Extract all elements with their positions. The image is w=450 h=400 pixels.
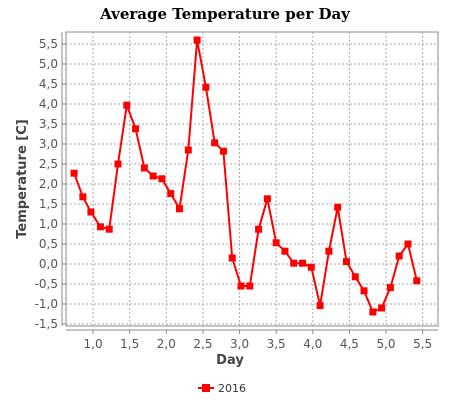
axes — [61, 32, 438, 331]
data-point-marker — [334, 203, 342, 211]
data-point-marker — [176, 205, 184, 213]
data-point-marker — [70, 169, 78, 177]
data-point-marker — [132, 125, 140, 133]
data-point-marker — [149, 172, 157, 180]
data-point-marker — [281, 247, 289, 255]
data-point-marker — [404, 240, 412, 248]
data-point-marker — [272, 239, 280, 247]
x-tick-label: 4,5 — [340, 337, 359, 351]
data-point-marker — [237, 282, 245, 290]
y-tick-label: 4,5 — [39, 77, 58, 91]
data-point-marker — [96, 223, 104, 231]
data-point-marker — [228, 254, 236, 262]
y-tick-label: 4,0 — [39, 97, 58, 111]
x-axis-label: Day — [216, 353, 244, 368]
data-point-marker — [369, 308, 377, 316]
data-point-marker — [255, 225, 263, 233]
y-tick-label: 5,0 — [39, 57, 58, 71]
data-point-marker — [184, 146, 192, 154]
data-point-marker — [386, 284, 394, 292]
data-point-marker — [114, 160, 122, 168]
plot-area — [65, 31, 439, 327]
data-point-marker — [316, 302, 324, 310]
y-tick-label: 5,5 — [39, 37, 58, 51]
data-point-marker — [378, 304, 386, 312]
data-point-marker — [351, 273, 359, 281]
data-point-marker — [193, 36, 201, 44]
x-tick-label: 3,0 — [230, 337, 249, 351]
y-tick-label: 0,0 — [39, 257, 58, 271]
legend[interactable]: 2016 — [198, 382, 246, 395]
y-tick-label: -0,5 — [35, 277, 58, 291]
data-point-marker — [307, 263, 315, 271]
y-axis-label: Temperature [C] — [15, 119, 30, 238]
series-line — [73, 39, 418, 313]
data-point-marker — [299, 259, 307, 267]
legend-label: 2016 — [218, 382, 246, 395]
grid-lines — [66, 32, 438, 326]
y-tick-label: 0,5 — [39, 237, 58, 251]
data-point-marker — [342, 258, 350, 266]
data-point-marker — [395, 252, 403, 260]
legend-marker — [202, 384, 210, 392]
x-tick-label: 4,0 — [303, 337, 322, 351]
x-tick-label: 3,5 — [267, 337, 286, 351]
data-point-marker — [211, 139, 219, 147]
x-tick-label: 1,5 — [120, 337, 139, 351]
y-tick-label: 1,5 — [39, 197, 58, 211]
chart-title: Average Temperature per Day — [99, 5, 351, 23]
data-point-marker — [246, 282, 254, 290]
y-tick-label: 1,0 — [39, 217, 58, 231]
data-point-marker — [290, 259, 298, 267]
x-tick-label: 2,5 — [193, 337, 212, 351]
data-point-marker — [263, 195, 271, 203]
y-tick-label: 3,0 — [39, 137, 58, 151]
data-point-marker — [87, 208, 95, 216]
data-point-marker — [105, 225, 113, 233]
y-tick-label: 2,0 — [39, 177, 58, 191]
data-point-marker — [123, 101, 131, 109]
data-point-marker — [202, 83, 210, 91]
y-tick-label: 3,5 — [39, 117, 58, 131]
x-tick-label: 2,0 — [157, 337, 176, 351]
series-2016 — [70, 36, 421, 316]
y-axis-ticks: 5,5 5,0 4,5 4,0 3,5 3,0 2,5 2,0 1,5 1,0 0,5 0,0 -0,5… — [35, 37, 66, 331]
y-tick-label: -1,5 — [35, 317, 58, 331]
y-tick-label: -1,0 — [35, 297, 58, 311]
data-point-marker — [158, 175, 166, 183]
x-tick-label: 5,5 — [413, 337, 432, 351]
data-point-marker — [325, 247, 333, 255]
data-point-marker — [79, 193, 87, 201]
x-tick-label: 1,0 — [84, 337, 103, 351]
data-point-marker — [360, 287, 368, 295]
data-point-marker — [219, 147, 227, 155]
x-tick-label: 5,0 — [376, 337, 395, 351]
data-point-marker — [167, 190, 175, 198]
y-tick-label: 2,5 — [39, 157, 58, 171]
x-axis-ticks: 1,0 1,5 2,0 2,5 3,0 3,5 4,0 4,5 5,0 5,5 — [84, 330, 432, 351]
data-point-marker — [413, 277, 421, 285]
data-point-marker — [140, 164, 148, 172]
